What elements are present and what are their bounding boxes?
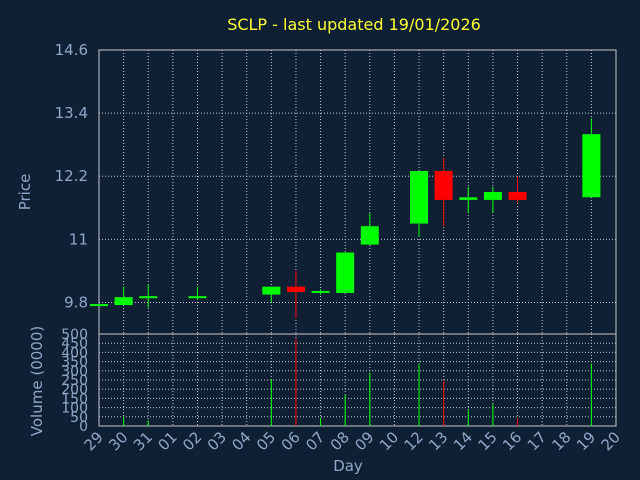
candle-body [434,170,453,200]
volume-plot-frame [98,333,617,427]
x-tick-label: 09 [351,428,377,454]
candle-body [582,134,601,198]
candle-body [459,197,478,200]
volume-tick-label: 400 [61,345,88,361]
volume-tick-label: 100 [61,401,88,417]
x-tick-label: 04 [228,428,254,454]
x-tick-label: 19 [573,428,599,454]
candle-body [410,170,429,224]
candle-body [286,286,305,292]
x-axis-label: Day [333,457,363,475]
x-tick-label: 07 [302,428,328,454]
x-tick-label: 16 [499,428,525,454]
x-tick-label: 10 [376,428,402,454]
candle-body [311,290,330,293]
volume-tick-label: 50 [70,410,88,426]
x-tick-label: 01 [154,428,180,454]
price-tick-label: 9.8 [64,293,88,311]
candle-body [483,192,502,200]
x-tick-label: 06 [278,428,304,454]
candle-body [262,286,281,295]
x-tick-label: 03 [204,428,230,454]
x-tick-label: 08 [327,428,353,454]
x-tick-label: 31 [130,428,156,454]
price-tick-label: 11 [69,230,88,248]
price-tick-label: 13.4 [55,104,88,122]
x-tick-label: 20 [598,428,624,454]
volume-tick-label: 150 [61,391,88,407]
volume-tick-label: 0 [79,419,88,435]
chart-title: SCLP - last updated 19/01/2026 [227,15,481,34]
volume-tick-label: 350 [61,355,88,371]
x-tick-label: 14 [450,428,476,454]
price-axis-label: Price [16,174,34,211]
x-tick-label: 18 [548,428,574,454]
candle-body [188,296,207,299]
candle-body [360,226,379,245]
volume-tick-label: 450 [61,336,88,352]
x-tick-label: 02 [179,428,205,454]
x-tick-label: 15 [475,428,501,454]
candle-body [508,192,527,200]
x-tick-label: 30 [105,428,131,454]
candle-body [114,297,133,306]
candle-body [336,252,355,293]
price-tick-label: 14.6 [55,41,88,59]
x-tick-label: 05 [253,428,279,454]
volume-tick-label: 200 [61,382,88,398]
x-tick-label: 13 [425,428,451,454]
volume-axis-label: Volume (0000) [28,326,46,436]
volume-tick-label: 300 [61,364,88,380]
price-tick-label: 12.2 [55,167,88,185]
x-tick-label: 17 [524,428,550,454]
volume-tick-label: 500 [61,327,88,343]
candle-body [139,296,158,299]
price-plot-frame [98,49,617,335]
volume-tick-label: 250 [61,373,88,389]
candle-body [90,304,108,307]
x-tick-label: 12 [401,428,427,454]
